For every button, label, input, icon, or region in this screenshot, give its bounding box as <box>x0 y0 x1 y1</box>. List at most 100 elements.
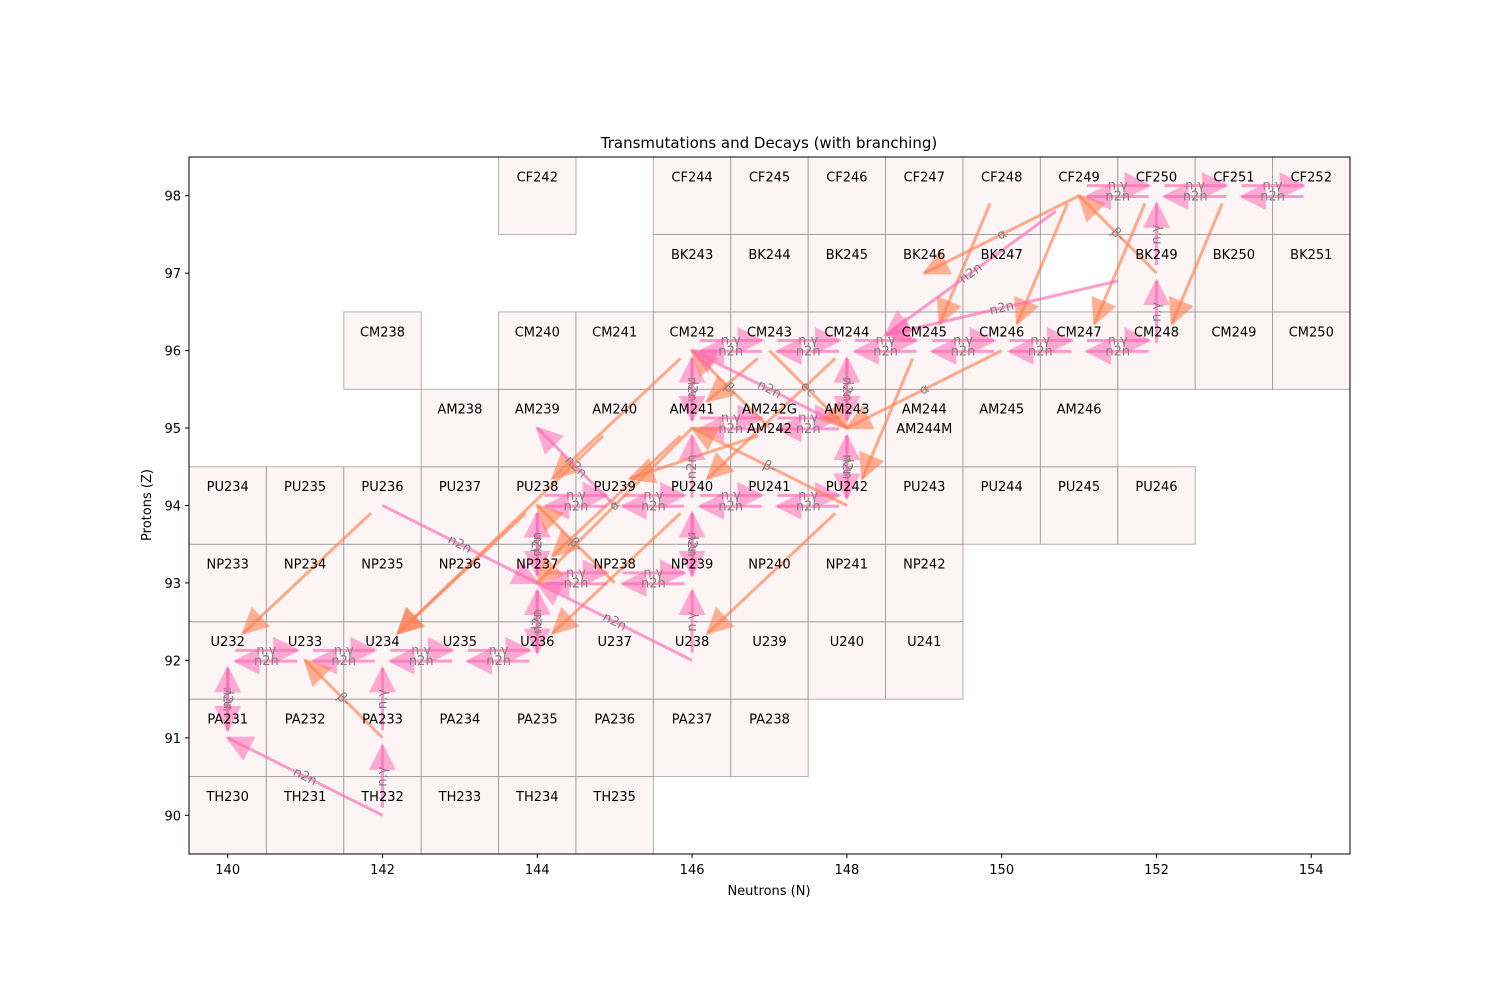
nuclide-label-u233: U233 <box>288 635 322 650</box>
reaction-label: n2n <box>1105 344 1130 359</box>
nuclide-label-pu239: PU239 <box>594 480 636 495</box>
decay-arrow <box>396 434 605 636</box>
nuclide-label-np239: NP239 <box>671 558 713 573</box>
y-tick-label: 97 <box>164 267 181 282</box>
nuclide-label-np234: NP234 <box>284 558 326 573</box>
x-tick-label: 148 <box>834 863 859 878</box>
nuclide-label-th231: TH231 <box>283 790 327 805</box>
decay-arrow <box>550 512 682 636</box>
nuclide-label-cf245: CF245 <box>749 170 790 185</box>
y-tick-label: 92 <box>164 654 181 669</box>
reaction-label: n,γ <box>566 566 586 581</box>
nuclide-cell-am246 <box>1039 388 1119 468</box>
nuclide-label-am240: AM240 <box>592 403 637 418</box>
nuclide-cell-th231 <box>265 776 345 854</box>
nuclide-label-am244m: AM244M <box>896 422 952 437</box>
nuclide-label-pu242: PU242 <box>826 480 868 495</box>
nuclide-label-bk249: BK249 <box>1135 248 1177 263</box>
nuclide-cell-pa236 <box>575 698 654 778</box>
y-tick-label: 95 <box>164 422 181 437</box>
nuclide-cell-am245 <box>962 388 1041 468</box>
reaction-label: n2n <box>641 499 666 514</box>
nuclide-cell-am238 <box>420 388 500 468</box>
nuclide-cell-th234 <box>498 776 577 854</box>
reaction-label: n2n <box>839 454 854 479</box>
reaction-label: n,γ <box>798 334 818 349</box>
reaction-label: n2n <box>796 344 821 359</box>
nuclide-label-cm247: CM247 <box>1057 325 1102 340</box>
nuclide-label-bk251: BK251 <box>1290 248 1332 263</box>
y-tick-label: 96 <box>164 345 181 360</box>
reaction-label: n2n <box>839 377 854 402</box>
reaction-label: n2n <box>1260 189 1285 204</box>
nuclide-label-am243: AM243 <box>824 403 869 418</box>
nuclide-label-cf249: CF249 <box>1058 170 1099 185</box>
nuclide-cell-bk245 <box>807 233 887 313</box>
nuclide-cell-u241 <box>885 621 964 700</box>
nuclide-cell-pu234 <box>189 466 267 545</box>
nuclide-cell-th233 <box>420 776 500 854</box>
nuclide-cell-pu237 <box>420 466 500 545</box>
nuclide-cell-np235 <box>343 543 422 623</box>
nuclide-cell-cf245 <box>730 157 809 235</box>
reaction-label: n,γ <box>1263 179 1283 194</box>
nuclide-cell-pu235 <box>265 466 345 545</box>
nuclide-cell-np236 <box>420 543 500 623</box>
reaction-label: β- <box>760 458 779 477</box>
reaction-label: n2n <box>409 654 434 669</box>
nuclide-cell-th235 <box>575 776 654 854</box>
reaction-arrow <box>381 504 540 585</box>
nuclide-label-pu240: PU240 <box>671 480 713 495</box>
nuclide-label-np235: NP235 <box>361 558 403 573</box>
nuclide-cell-pa238 <box>730 698 809 778</box>
reaction-label: n2n <box>486 654 511 669</box>
nuclide-cell-cf247 <box>885 157 964 235</box>
reaction-label: n,γ <box>643 566 663 581</box>
reaction-label: n,γ <box>334 643 354 658</box>
reaction-label: n2n <box>641 577 666 592</box>
reaction-label: n,γ <box>1108 179 1128 194</box>
reaction-arrows: n,γn2nn,γn2nn,γn2nn,γn2nn2nn,γn2nn,γn,γβ… <box>214 172 1307 817</box>
reaction-label: n2n <box>1183 189 1208 204</box>
nuclide-label-u232: U232 <box>211 635 245 650</box>
reaction-label: n2n <box>718 422 743 437</box>
reaction-label: n,γ <box>566 488 586 503</box>
reaction-arrow <box>535 503 616 585</box>
nuclide-cell-u240 <box>807 621 887 700</box>
reaction-label: n2n <box>564 499 589 514</box>
nuclide-label-np237: NP237 <box>516 558 558 573</box>
nuclide-cell-np242 <box>885 543 964 623</box>
y-tick-label: 93 <box>164 577 181 592</box>
nuclide-cell-cm250 <box>1272 311 1350 390</box>
nuclide-cell-cf242 <box>498 157 577 235</box>
nuclide-label-am246: AM246 <box>1057 403 1102 418</box>
x-tick-label: 146 <box>680 863 705 878</box>
decay-arrow <box>936 202 992 326</box>
nuclide-cell-np241 <box>807 543 887 623</box>
nuclide-label-pu246: PU246 <box>1135 480 1177 495</box>
nuclide-cell-bk251 <box>1272 233 1350 313</box>
nuclide-cell-np240 <box>730 543 809 623</box>
decay-arrow <box>241 512 372 636</box>
nuclide-label-np236: NP236 <box>439 558 481 573</box>
reaction-label: n2n <box>718 499 743 514</box>
nuclide-cell-pu245 <box>1039 466 1119 545</box>
nuclide-label-am245: AM245 <box>979 403 1024 418</box>
reaction-arrow <box>882 279 1119 343</box>
nuclide-label-u235: U235 <box>443 635 477 650</box>
nuclide-label-cf252: CF252 <box>1291 170 1332 185</box>
nuclide-cell-cm240 <box>498 311 577 390</box>
x-tick-label: 150 <box>989 863 1014 878</box>
nuclide-cell-pa235 <box>498 698 577 778</box>
reaction-label: n,γ <box>376 689 391 709</box>
nuclide-label-am244: AM244 <box>902 403 947 418</box>
reaction-arrow <box>883 209 1057 337</box>
nuclide-label-am238: AM238 <box>437 403 482 418</box>
reaction-label: n,γ <box>721 334 741 349</box>
nuclide-label-pa237: PA237 <box>672 712 713 727</box>
nuclide-cell-pa232 <box>265 698 345 778</box>
nuclide-label-cf251: CF251 <box>1213 170 1254 185</box>
y-axis: 90 91 92 93 94 95 96 97 98 <box>164 190 189 824</box>
nuclide-label-pa233: PA233 <box>362 712 403 727</box>
